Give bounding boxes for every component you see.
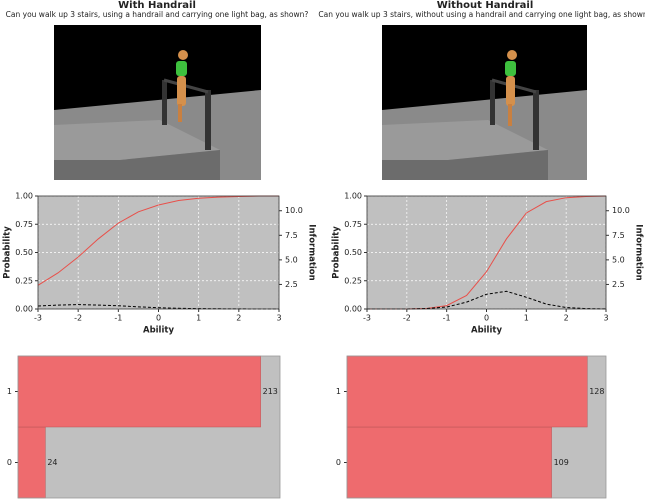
x-tick-label: 3	[603, 314, 608, 323]
y2-tick-label: 7.5	[285, 231, 298, 240]
y-tick-label: 1.00	[15, 192, 33, 201]
y2-tick-label: 5.0	[285, 255, 298, 264]
curve	[37, 195, 279, 286]
plot-frame	[346, 355, 607, 499]
y-tick-label: 0	[7, 458, 12, 467]
x-tick-label: -3	[363, 314, 371, 323]
value-label: 24	[47, 458, 57, 467]
y2-tick-label: 10.0	[285, 206, 303, 215]
y-tick-label: 0.25	[15, 276, 33, 285]
x-axis-label: Ability	[471, 326, 502, 336]
x-tick-label: 0	[156, 314, 161, 323]
y-tick-label: 1	[7, 387, 12, 396]
x-tick-label: 1	[524, 314, 529, 323]
x-tick-label: 0	[484, 314, 489, 323]
x-tick-label: -3	[34, 314, 42, 323]
y-tick-label: 0.75	[344, 220, 362, 229]
y2-tick-label: 10.0	[612, 206, 630, 215]
x-tick-label: -2	[403, 314, 411, 323]
y-axis-label: Probability	[3, 226, 13, 279]
x-tick-label: -1	[443, 314, 451, 323]
x-axis-label: Ability	[143, 326, 174, 336]
question: Can you walk up 3 stairs, without using …	[318, 10, 645, 19]
value-label: 109	[554, 458, 569, 467]
y-tick-label: 0.50	[344, 248, 362, 257]
scene-image	[54, 25, 261, 180]
y-tick-label: 1	[336, 387, 341, 396]
y-tick-label: 0.00	[344, 305, 362, 314]
y2-tick-label: 2.5	[612, 280, 625, 289]
y-tick-label: 0.00	[15, 305, 33, 314]
y-tick-label: 1.00	[344, 192, 362, 201]
value-label: 128	[589, 387, 604, 396]
y-tick-label: 0	[336, 458, 341, 467]
y-tick-label: 0.75	[15, 220, 33, 229]
panel-title: Without Handrail	[437, 0, 534, 11]
x-tick-label: 1	[196, 314, 201, 323]
x-tick-label: 3	[276, 314, 281, 323]
bar	[346, 355, 588, 428]
bar	[17, 426, 46, 499]
x-tick-label: -2	[74, 314, 82, 323]
x-tick-label: -1	[114, 314, 122, 323]
scene-image	[382, 25, 587, 180]
y-tick-label: 0.25	[344, 276, 362, 285]
y-axis-label: Probability	[332, 226, 342, 279]
y2-tick-label: 7.5	[612, 231, 625, 240]
y2-tick-label: 2.5	[285, 280, 298, 289]
y2-axis-label: Information	[307, 224, 317, 280]
y-tick-label: 0.50	[15, 248, 33, 257]
plot-frame	[37, 195, 280, 310]
x-tick-label: 2	[564, 314, 569, 323]
y2-tick-label: 5.0	[612, 255, 625, 264]
panel-title: With Handrail	[118, 0, 196, 11]
plot-frame	[366, 195, 607, 310]
y2-axis-label: Information	[634, 224, 644, 280]
plot-frame	[17, 355, 281, 499]
value-label: 213	[263, 387, 278, 396]
bar	[346, 426, 552, 499]
curve	[367, 290, 607, 310]
question: Can you walk up 3 stairs, using a handra…	[6, 10, 309, 19]
bar	[17, 355, 261, 428]
x-tick-label: 2	[236, 314, 241, 323]
